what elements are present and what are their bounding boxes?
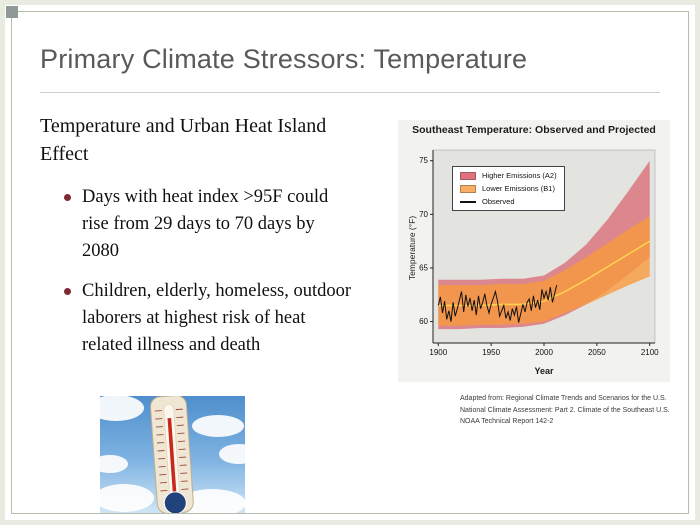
svg-text:75: 75	[419, 156, 428, 165]
clouds	[100, 396, 245, 513]
chart-legend: Higher Emissions (A2) Lower Emissions (B…	[452, 166, 565, 211]
scale-ticks-right	[175, 408, 189, 490]
body-heading: Temperature and Urban Heat Island Effect	[40, 115, 327, 165]
thermometer-photo	[100, 396, 245, 513]
caption-line: NOAA Technical Report 142-2	[460, 418, 554, 426]
svg-text:2050: 2050	[588, 348, 606, 357]
legend-swatch-lower-emissions	[460, 184, 476, 193]
x-axis-label: Year	[534, 366, 554, 376]
bullet-text: Children, elderly, homeless, outdoor lab…	[82, 281, 352, 355]
legend-label: Lower Emissions (B1)	[482, 184, 555, 193]
legend-swatch-higher-emissions	[460, 171, 476, 180]
bullet-icon	[64, 288, 71, 295]
svg-text:1950: 1950	[482, 348, 500, 357]
climate-chart-figure: Southeast Temperature: Observed and Proj…	[398, 120, 670, 382]
bullet-text: Days with heat index >95F could rise fro…	[82, 187, 329, 261]
bullet-icon	[64, 194, 71, 201]
svg-text:2000: 2000	[535, 348, 553, 357]
bullet-item: Children, elderly, homeless, outdoor lab…	[64, 278, 390, 359]
title-divider	[40, 92, 660, 93]
svg-text:2100: 2100	[641, 348, 659, 357]
legend-swatch-observed	[460, 200, 476, 203]
svg-text:60: 60	[419, 317, 428, 326]
svg-text:65: 65	[419, 263, 428, 272]
y-axis-label: Temperature (°F)	[407, 215, 417, 281]
slide-title: Primary Climate Stressors: Temperature	[40, 44, 528, 74]
legend-entry-higher-emissions: Higher Emissions (A2)	[460, 171, 557, 180]
caption-line: Adapted from: Regional Climate Trends an…	[460, 395, 667, 402]
chart-title: Southeast Temperature: Observed and Proj…	[412, 124, 656, 136]
slide-corner-accent	[6, 6, 18, 18]
scale-ticks-left	[154, 410, 168, 492]
legend-entry-observed: Observed	[460, 197, 557, 206]
bullet-list: Days with heat index >95F could rise fro…	[40, 184, 390, 359]
bullet-item: Days with heat index >95F could rise fro…	[64, 184, 390, 265]
legend-entry-lower-emissions: Lower Emissions (B1)	[460, 184, 557, 193]
chart-source-caption: Adapted from: Regional Climate Trends an…	[460, 393, 670, 428]
svg-text:70: 70	[419, 210, 428, 219]
legend-label: Higher Emissions (A2)	[482, 171, 557, 180]
svg-text:1900: 1900	[429, 348, 447, 357]
body-text-block: Temperature and Urban Heat Island Effect…	[40, 112, 390, 372]
caption-line: National Climate Assessment: Part 2. Cli…	[460, 406, 670, 414]
mercury-column	[167, 417, 178, 508]
legend-label: Observed	[482, 197, 515, 206]
thermometer-base	[163, 491, 187, 513]
thermometer	[150, 396, 194, 513]
